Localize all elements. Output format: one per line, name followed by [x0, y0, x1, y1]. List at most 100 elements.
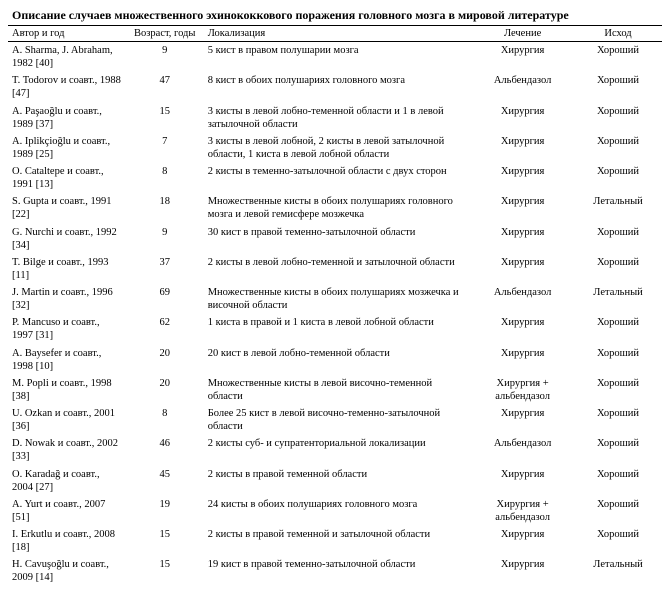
table-row: A. Iplikçioğlu и соавт., 1989 [25]73 кис… — [8, 133, 662, 163]
cell-author: G. Nurchi и соавт., 1992 [34] — [8, 224, 126, 254]
cell-loc: 2 кисты в левой лобно-теменной и затылоч… — [204, 254, 471, 284]
cell-author: A. Yurt и соавт., 2007 [51] — [8, 496, 126, 526]
col-header-treat: Лечение — [471, 26, 574, 42]
table-row: I. Erkutlu и соавт., 2008 [18]152 кисты … — [8, 526, 662, 556]
table-row: P. Mancuso и соавт., 1997 [31]621 киста … — [8, 314, 662, 344]
cell-loc: 19 кист в правой теменно-затылочной обла… — [204, 556, 471, 586]
col-header-loc: Локализация — [204, 26, 471, 42]
table-row: O. Cataltepe и соавт., 1991 [13]82 кисты… — [8, 163, 662, 193]
cell-treat: Хирургия — [471, 526, 574, 556]
table-row: A. Sharma, J. Abraham, 1982 [40]95 кист … — [8, 42, 662, 73]
cell-treat: Хирургия — [471, 254, 574, 284]
col-header-author: Автор и год — [8, 26, 126, 42]
cell-age: 45 — [126, 466, 204, 496]
cell-author: O. Cataltepe и соавт., 1991 [13] — [8, 163, 126, 193]
cell-author: U. Ozkan и соавт., 2001 [36] — [8, 405, 126, 435]
cell-out: Хороший — [574, 72, 662, 102]
cell-author: A. Paşaoğlu и соавт., 1989 [37] — [8, 103, 126, 133]
cell-author: A. Iplikçioğlu и соавт., 1989 [25] — [8, 133, 126, 163]
cell-loc: 30 кист в правой теменно-затылочной обла… — [204, 224, 471, 254]
cell-treat: Альбендазол — [471, 284, 574, 314]
col-header-age: Возраст, годы — [126, 26, 204, 42]
cell-age: 20 — [126, 345, 204, 375]
cell-treat: Хирургия + альбендазол — [471, 375, 574, 405]
cell-out: Хороший — [574, 466, 662, 496]
cell-out: Хороший — [574, 163, 662, 193]
cell-treat: Хирургия — [471, 466, 574, 496]
cell-author: I. Erkutlu и соавт., 2008 [18] — [8, 526, 126, 556]
table-row: U. Ozkan и соавт., 2001 [36]8Более 25 ки… — [8, 405, 662, 435]
cell-loc: 2 кисты в теменно-затылочной области с д… — [204, 163, 471, 193]
cell-out: Летальный — [574, 556, 662, 586]
cell-age: 69 — [126, 284, 204, 314]
cell-loc: Более 25 кист в левой височно-теменно-за… — [204, 405, 471, 435]
cell-out: Летальный — [574, 193, 662, 223]
cell-loc: 1 киста в правой и 1 киста в левой лобно… — [204, 314, 471, 344]
table-row: A. Yurt и соавт., 2007 [51]1924 кисты в … — [8, 496, 662, 526]
cell-loc: 2 кисты суб- и супратенториальной локали… — [204, 435, 471, 465]
cell-out: Хороший — [574, 405, 662, 435]
cell-treat: Хирургия — [471, 103, 574, 133]
cell-loc: 5 кист в правом полушарии мозга — [204, 42, 471, 73]
cell-loc: 3 кисты в левой лобной, 2 кисты в левой … — [204, 133, 471, 163]
cell-author: M. Popli и соавт., 1998 [38] — [8, 375, 126, 405]
cell-age: 20 — [126, 375, 204, 405]
cell-age: 62 — [126, 314, 204, 344]
cell-age: 47 — [126, 72, 204, 102]
cell-out: Хороший — [574, 375, 662, 405]
table-row: J. Martin и соавт., 1996 [32]69Множестве… — [8, 284, 662, 314]
cell-treat: Хирургия — [471, 163, 574, 193]
cell-out: Хороший — [574, 496, 662, 526]
cell-treat: Хирургия — [471, 345, 574, 375]
cell-out: Хороший — [574, 435, 662, 465]
cell-age: 15 — [126, 103, 204, 133]
table-row: T. Todorov и соавт., 1988 [47]478 кист в… — [8, 72, 662, 102]
cell-author: T. Todorov и соавт., 1988 [47] — [8, 72, 126, 102]
table-row: H. Cavuşoğlu и соавт., 2009 [14]1519 кис… — [8, 556, 662, 586]
cell-loc: 20 кист в левой лобно-теменной области — [204, 345, 471, 375]
table-row: S. Gupta и соавт., 1991 [22]18Множествен… — [8, 193, 662, 223]
cell-out: Хороший — [574, 42, 662, 73]
cell-treat: Хирургия — [471, 193, 574, 223]
cell-treat: Хирургия — [471, 42, 574, 73]
cell-loc: 24 кисты в обоих полушариях головного мо… — [204, 496, 471, 526]
cell-age: 37 — [126, 254, 204, 284]
cell-age: 18 — [126, 193, 204, 223]
cell-out: Хороший — [574, 345, 662, 375]
cell-out: Хороший — [574, 314, 662, 344]
cell-treat: Хирургия — [471, 133, 574, 163]
cell-out: Хороший — [574, 526, 662, 556]
data-table: Автор и год Возраст, годы Локализация Ле… — [8, 25, 662, 587]
cell-treat: Хирургия — [471, 556, 574, 586]
cell-author: A. Sharma, J. Abraham, 1982 [40] — [8, 42, 126, 73]
cell-treat: Альбендазол — [471, 72, 574, 102]
cell-author: D. Nowak и соавт., 2002 [33] — [8, 435, 126, 465]
cell-author: J. Martin и соавт., 1996 [32] — [8, 284, 126, 314]
table-row: A. Baysefer и соавт., 1998 [10]2020 кист… — [8, 345, 662, 375]
cell-author: O. Karadağ и соавт., 2004 [27] — [8, 466, 126, 496]
table-row: T. Bilge и соавт., 1993 [11]372 кисты в … — [8, 254, 662, 284]
cell-age: 9 — [126, 42, 204, 73]
table-row: D. Nowak и соавт., 2002 [33]462 кисты су… — [8, 435, 662, 465]
cell-author: A. Baysefer и соавт., 1998 [10] — [8, 345, 126, 375]
cell-out: Хороший — [574, 224, 662, 254]
cell-treat: Альбендазол — [471, 435, 574, 465]
cell-age: 7 — [126, 133, 204, 163]
cell-age: 15 — [126, 556, 204, 586]
cell-age: 8 — [126, 163, 204, 193]
table-title: Описание случаев множественного эхинокок… — [8, 8, 662, 23]
cell-age: 9 — [126, 224, 204, 254]
cell-out: Хороший — [574, 133, 662, 163]
table-row: A. Paşaoğlu и соавт., 1989 [37]153 кисты… — [8, 103, 662, 133]
cell-treat: Хирургия + альбендазол — [471, 496, 574, 526]
cell-age: 46 — [126, 435, 204, 465]
cell-age: 8 — [126, 405, 204, 435]
cell-author: T. Bilge и соавт., 1993 [11] — [8, 254, 126, 284]
table-row: O. Karadağ и соавт., 2004 [27]452 кисты … — [8, 466, 662, 496]
cell-author: H. Cavuşoğlu и соавт., 2009 [14] — [8, 556, 126, 586]
header-row: Автор и год Возраст, годы Локализация Ле… — [8, 26, 662, 42]
col-header-out: Исход — [574, 26, 662, 42]
cell-out: Хороший — [574, 254, 662, 284]
table-row: G. Nurchi и соавт., 1992 [34]930 кист в … — [8, 224, 662, 254]
cell-loc: 8 кист в обоих полушариях головного мозг… — [204, 72, 471, 102]
